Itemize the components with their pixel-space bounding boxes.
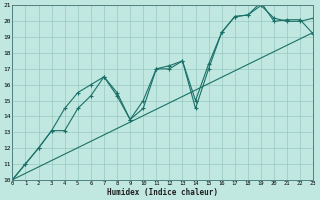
X-axis label: Humidex (Indice chaleur): Humidex (Indice chaleur)	[107, 188, 218, 197]
